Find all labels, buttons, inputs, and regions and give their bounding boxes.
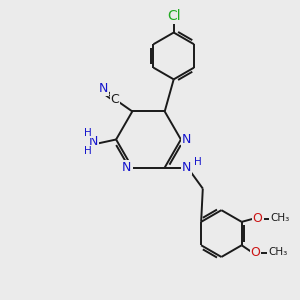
Text: C: C <box>111 93 119 106</box>
Text: N: N <box>182 133 191 146</box>
Text: H: H <box>194 157 202 167</box>
Text: H: H <box>84 146 92 156</box>
Text: N: N <box>122 161 132 174</box>
Text: O: O <box>250 246 260 259</box>
Text: Cl: Cl <box>167 9 181 23</box>
Text: CH₃: CH₃ <box>270 213 290 223</box>
Text: N: N <box>99 82 108 95</box>
Text: N: N <box>182 161 191 174</box>
Text: O: O <box>253 212 262 225</box>
Text: H: H <box>84 128 92 138</box>
Text: CH₃: CH₃ <box>268 247 287 257</box>
Text: N: N <box>88 135 98 148</box>
